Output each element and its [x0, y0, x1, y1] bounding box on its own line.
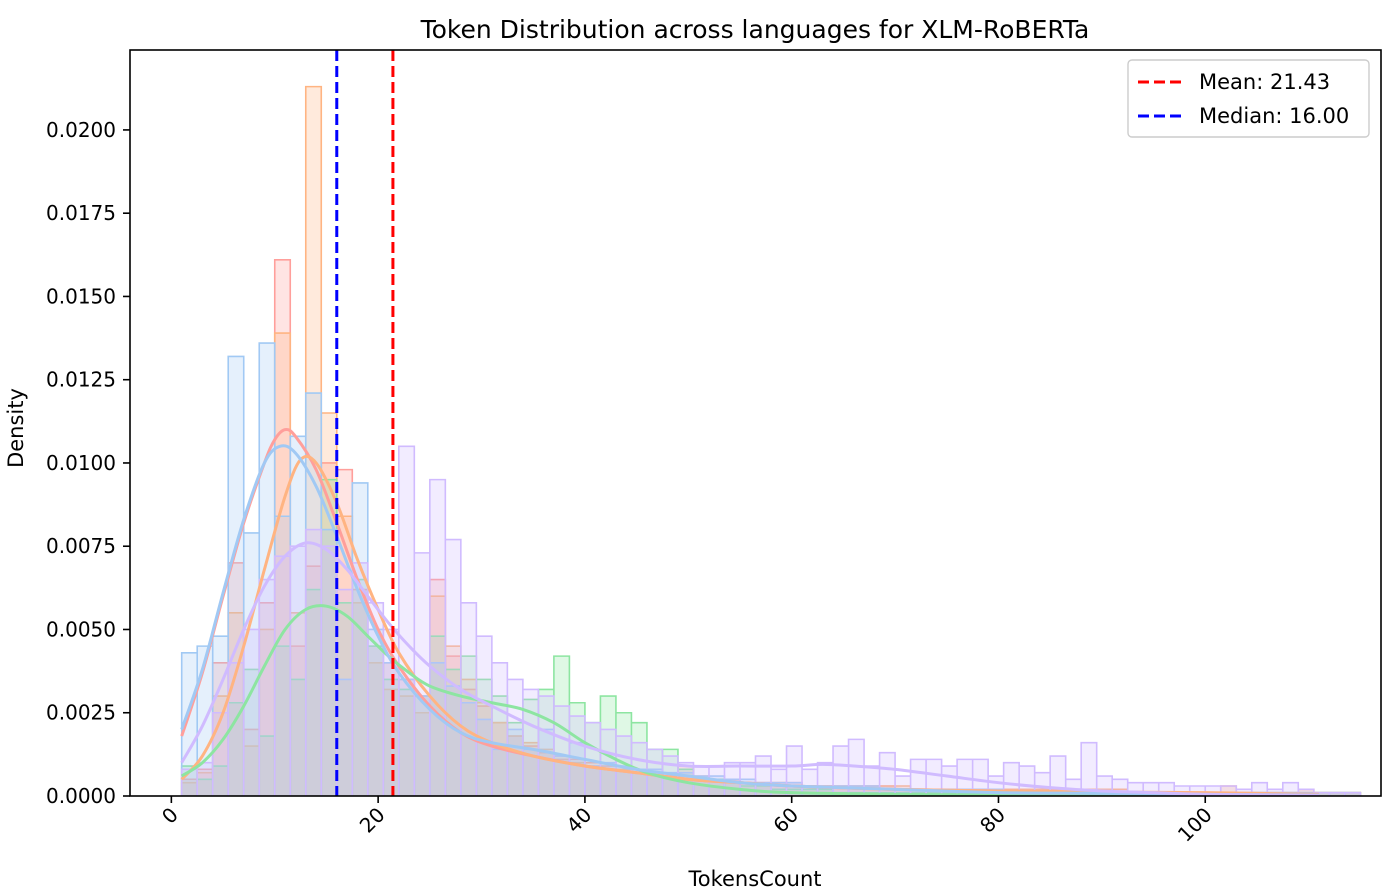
kde-curve-5 [180, 541, 1319, 796]
histogram-fill [181, 259, 1361, 796]
legend-label: Median: 16.00 [1199, 104, 1349, 128]
plot-clipped [180, 50, 1362, 796]
y-tick-label: 0.0000 [46, 784, 116, 808]
chart-title: Token Distribution across languages for … [420, 15, 1090, 44]
histogram-fill [181, 343, 1361, 796]
legend: Mean: 21.43 Median: 16.00 [1127, 59, 1370, 138]
y-tick-label: 0.0200 [46, 118, 116, 142]
y-tick-label: 0.0025 [46, 701, 116, 725]
axes-frame [129, 49, 1382, 797]
y-tick-label: 0.0075 [46, 534, 116, 558]
kde-curve-4 [180, 444, 1319, 796]
y-axis-label: Density [4, 388, 28, 468]
y-tick-label: 0.0100 [46, 451, 116, 475]
histogram-fill [181, 86, 1361, 796]
y-tick-label: 0.0175 [46, 201, 116, 225]
legend-box [1127, 59, 1370, 138]
y-tick-label: 0.0150 [46, 284, 116, 308]
kde-curve-3 [180, 604, 1319, 796]
y-tick-label: 0.0050 [46, 617, 116, 641]
y-tick-label: 0.0125 [46, 368, 116, 392]
x-axis-label: TokensCount [687, 867, 821, 891]
legend-label: Mean: 21.43 [1199, 70, 1330, 94]
plot-area [180, 50, 1362, 796]
